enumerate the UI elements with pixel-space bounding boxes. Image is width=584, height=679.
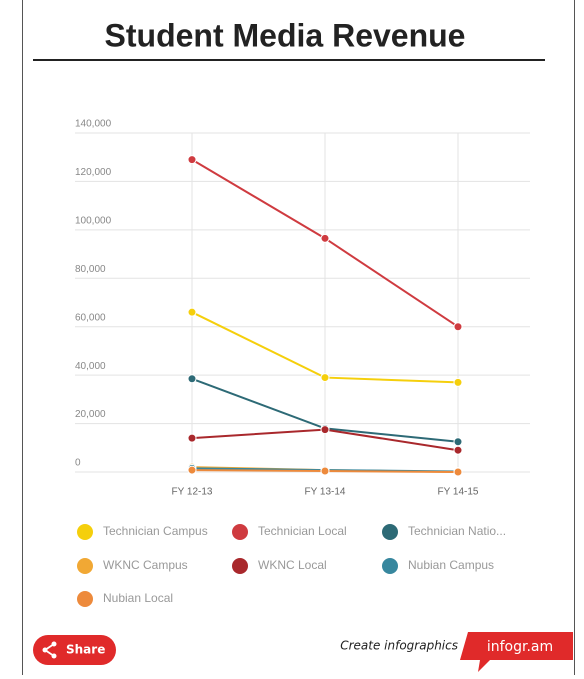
x-tick-label: FY 12-13 bbox=[172, 487, 213, 498]
data-point bbox=[320, 373, 330, 383]
y-tick-label: 0 bbox=[75, 458, 81, 469]
legend-label: Technician Natio... bbox=[408, 524, 506, 538]
legend-label: Technician Campus bbox=[103, 524, 208, 538]
legend-label: WKNC Campus bbox=[103, 558, 188, 572]
legend-swatch bbox=[77, 524, 93, 540]
data-point bbox=[453, 445, 463, 455]
y-tick-label: 100,000 bbox=[75, 215, 112, 226]
legend-swatch bbox=[232, 558, 248, 574]
frame bbox=[22, 0, 575, 679]
data-point bbox=[187, 155, 197, 165]
legend-label: Nubian Local bbox=[103, 591, 173, 605]
share-label[interactable]: Share bbox=[66, 643, 105, 657]
y-tick-label: 80,000 bbox=[75, 264, 106, 275]
data-point bbox=[320, 233, 330, 243]
data-point bbox=[187, 433, 197, 443]
data-point bbox=[320, 466, 330, 476]
data-point bbox=[187, 465, 197, 475]
x-tick-label: FY 14-15 bbox=[438, 487, 479, 498]
data-point bbox=[453, 467, 463, 477]
legend-label: Technician Local bbox=[258, 524, 347, 538]
data-point bbox=[187, 307, 197, 317]
data-point bbox=[187, 374, 197, 384]
y-tick-label: 140,000 bbox=[75, 119, 112, 130]
share-button[interactable]: Share bbox=[33, 635, 116, 665]
y-tick-label: 40,000 bbox=[75, 361, 106, 372]
legend-swatch bbox=[232, 524, 248, 540]
y-tick-label: 60,000 bbox=[75, 312, 106, 323]
legend-swatch bbox=[77, 558, 93, 574]
data-point bbox=[453, 437, 463, 447]
legend-label: WKNC Local bbox=[258, 558, 327, 572]
legend-label: Nubian Campus bbox=[408, 558, 494, 572]
create-link[interactable]: Create infographics bbox=[340, 639, 458, 653]
share-icon bbox=[43, 643, 55, 657]
chart-title: Student Media Revenue bbox=[105, 17, 466, 53]
y-tick-label: 20,000 bbox=[75, 409, 106, 420]
y-tick-label: 120,000 bbox=[75, 167, 112, 178]
brand[interactable]: infogr.am bbox=[460, 632, 573, 672]
data-point bbox=[320, 425, 330, 435]
legend-swatch bbox=[382, 524, 398, 540]
brand-bg[interactable] bbox=[460, 632, 573, 672]
brand-label[interactable]: infogr.am bbox=[487, 639, 553, 655]
legend-swatch bbox=[382, 558, 398, 574]
data-point bbox=[453, 377, 463, 387]
x-tick-label: FY 13-14 bbox=[305, 487, 346, 498]
legend-swatch bbox=[77, 591, 93, 607]
data-point bbox=[453, 322, 463, 332]
